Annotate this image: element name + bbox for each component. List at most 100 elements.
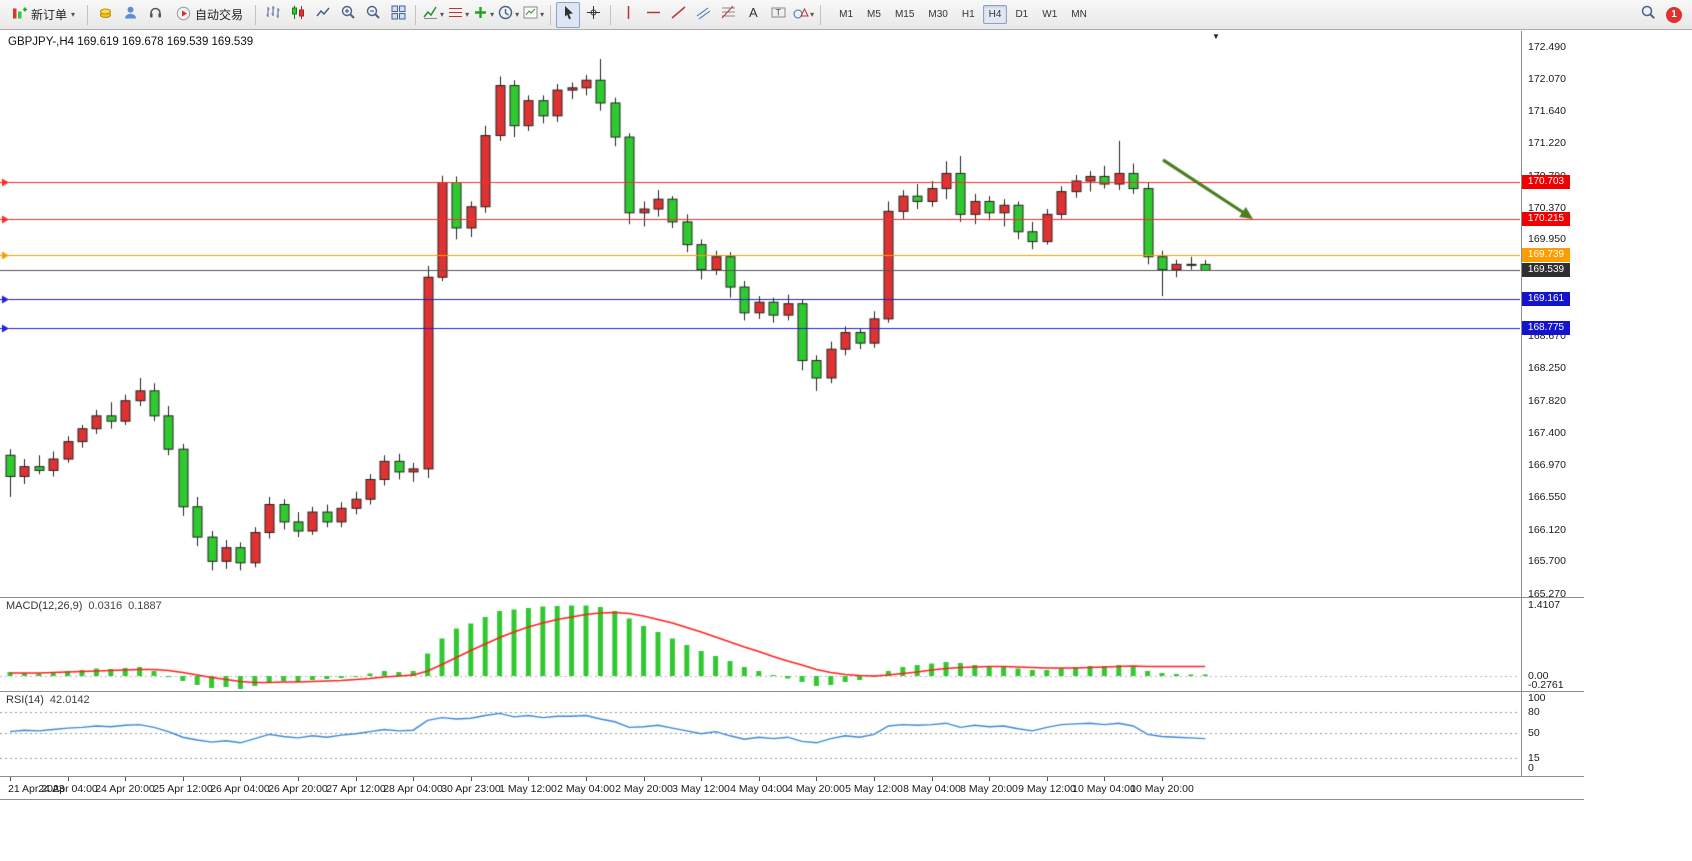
new-order-button[interactable]: 新订单 ▾	[4, 2, 82, 28]
candlestick-chart-button[interactable]	[286, 2, 310, 28]
levels-icon	[447, 4, 464, 26]
time-axis-tick	[989, 777, 990, 781]
rsi-axis-label: 0	[1528, 762, 1534, 774]
price-axis-label: 170.370	[1528, 201, 1566, 214]
timeframe-h1[interactable]: H1	[961, 9, 975, 20]
new-order-icon	[11, 5, 28, 25]
timeframe-group: M1 M5 M15 M30 H1 H4 D1 W1 MN	[832, 5, 1094, 24]
trendline-tool[interactable]	[666, 2, 690, 28]
trendline-icon	[670, 4, 687, 26]
main-toolbar: 新订单 ▾ 自动交易 ▾ ▾ ▾ ▾ ▾ A T ▾ M1 M5 M15 M30 H1 H…	[0, 0, 1692, 30]
time-axis-tick	[471, 777, 472, 781]
vertical-line-tool[interactable]	[616, 2, 640, 28]
timeframe-m30[interactable]: M30	[928, 9, 948, 20]
price-axis-label: 166.120	[1528, 523, 1566, 536]
time-axis-label: 25 Apr 12:00	[153, 783, 213, 795]
timeframe-d1[interactable]: D1	[1015, 9, 1029, 20]
line-chart-button[interactable]	[311, 2, 335, 28]
indicators-button[interactable]: ▾	[421, 2, 445, 28]
macd-axis: 1.4107 0.00 -0.2761	[1523, 598, 1587, 691]
price-axis-label: 172.070	[1528, 72, 1566, 85]
tile-windows-button[interactable]	[386, 2, 410, 28]
panel-divider	[0, 776, 1584, 777]
price-axis-label: 165.270	[1528, 587, 1566, 600]
support-button[interactable]	[143, 2, 167, 28]
timeframe-m15[interactable]: M15	[894, 9, 915, 20]
macd-axis-label: 0.00	[1528, 670, 1549, 682]
toolbar-separator	[550, 4, 552, 25]
time-axis-tick	[298, 777, 299, 781]
profile-icon	[122, 4, 139, 26]
notification-badge[interactable]: 1	[1666, 6, 1682, 23]
template-icon	[522, 4, 539, 26]
macd-axis-label: 1.4107	[1528, 599, 1561, 612]
time-axis-tick	[1104, 777, 1105, 781]
bar-chart-button[interactable]	[261, 2, 285, 28]
channel-icon	[695, 4, 712, 26]
time-axis-label: 27 Apr 12:00	[326, 783, 386, 795]
time-axis-label: 3 May 12:00	[672, 783, 730, 795]
chart-expand-arrow-icon[interactable]: ▼	[1212, 32, 1220, 41]
time-axis-label: 8 May 20:00	[960, 783, 1018, 795]
label-tool[interactable]: T	[766, 2, 790, 28]
svg-text:A: A	[749, 5, 758, 20]
horizontal-line-tool[interactable]	[641, 2, 665, 28]
current-price-tag: 169.539	[1522, 263, 1570, 278]
text-tool[interactable]: A	[741, 2, 765, 28]
time-axis-label: 1 May 12:00	[499, 783, 557, 795]
channel-tool[interactable]	[691, 2, 715, 28]
crosshair-tool-button[interactable]	[581, 2, 605, 28]
price-axis-label: 165.700	[1528, 555, 1566, 568]
panel-divider[interactable]	[0, 691, 1584, 692]
timeframe-h4[interactable]: H4	[982, 5, 1008, 24]
time-axis-label: 4 May 20:00	[787, 783, 845, 795]
price-axis-label: 171.640	[1528, 105, 1566, 118]
price-axis-label: 167.820	[1528, 394, 1566, 407]
deposit-button[interactable]	[93, 2, 117, 28]
crosshair-icon	[585, 4, 602, 26]
template-button[interactable]: ▾	[521, 2, 545, 28]
cursor-tool-button[interactable]	[556, 1, 581, 28]
time-axis-tick	[68, 777, 69, 781]
rsi-axis-label: 80	[1528, 706, 1540, 718]
chevron-down-icon: ▾	[540, 10, 545, 19]
fibonacci-tool[interactable]	[716, 2, 740, 28]
rsi-canvas[interactable]	[0, 692, 1520, 776]
autotrading-button[interactable]: 自动交易	[168, 2, 250, 28]
timeframe-w1[interactable]: W1	[1042, 9, 1058, 20]
main-chart-canvas[interactable]	[0, 31, 1520, 597]
toolbar-separator	[820, 4, 822, 25]
levels-button[interactable]: ▾	[446, 2, 470, 28]
zoom-out-icon	[365, 4, 382, 26]
timeframe-m5[interactable]: M5	[867, 9, 881, 20]
chevron-down-icon: ▾	[465, 10, 470, 19]
time-axis-tick	[1047, 777, 1048, 781]
time-axis-tick	[413, 777, 414, 781]
time-axis-label: 26 Apr 20:00	[268, 783, 328, 795]
time-axis-tick	[644, 777, 645, 781]
profile-button[interactable]	[118, 2, 142, 28]
search-button[interactable]	[1636, 2, 1660, 28]
price-axis-label: 166.970	[1528, 459, 1566, 472]
time-axis-tick	[125, 777, 126, 781]
macd-canvas[interactable]	[0, 598, 1520, 691]
add-object-button[interactable]: ▾	[471, 2, 495, 28]
shapes-tool[interactable]: ▾	[791, 2, 815, 28]
headset-icon	[147, 4, 164, 26]
shapes-icon	[792, 4, 809, 26]
zoom-out-button[interactable]	[361, 2, 385, 28]
period-button[interactable]: ▾	[496, 2, 520, 28]
hline-price-tag: 169.739	[1522, 248, 1570, 263]
zoom-in-button[interactable]	[336, 2, 360, 28]
ohlc-bars-icon	[265, 4, 282, 26]
timeframe-mn[interactable]: MN	[1071, 9, 1087, 20]
time-axis[interactable]: 21 Apr 2023 24 Apr 04:00 24 Apr 20:00 25 Ap…	[0, 777, 1584, 799]
time-axis-tick	[759, 777, 760, 781]
panel-divider[interactable]	[0, 597, 1584, 598]
price-axis-label: 172.490	[1528, 40, 1566, 53]
time-axis-tick	[701, 777, 702, 781]
time-axis-label: 26 Apr 04:00	[210, 783, 270, 795]
toolbar-separator	[415, 4, 417, 25]
time-axis-label: 5 May 12:00	[845, 783, 903, 795]
timeframe-m1[interactable]: M1	[839, 9, 854, 20]
